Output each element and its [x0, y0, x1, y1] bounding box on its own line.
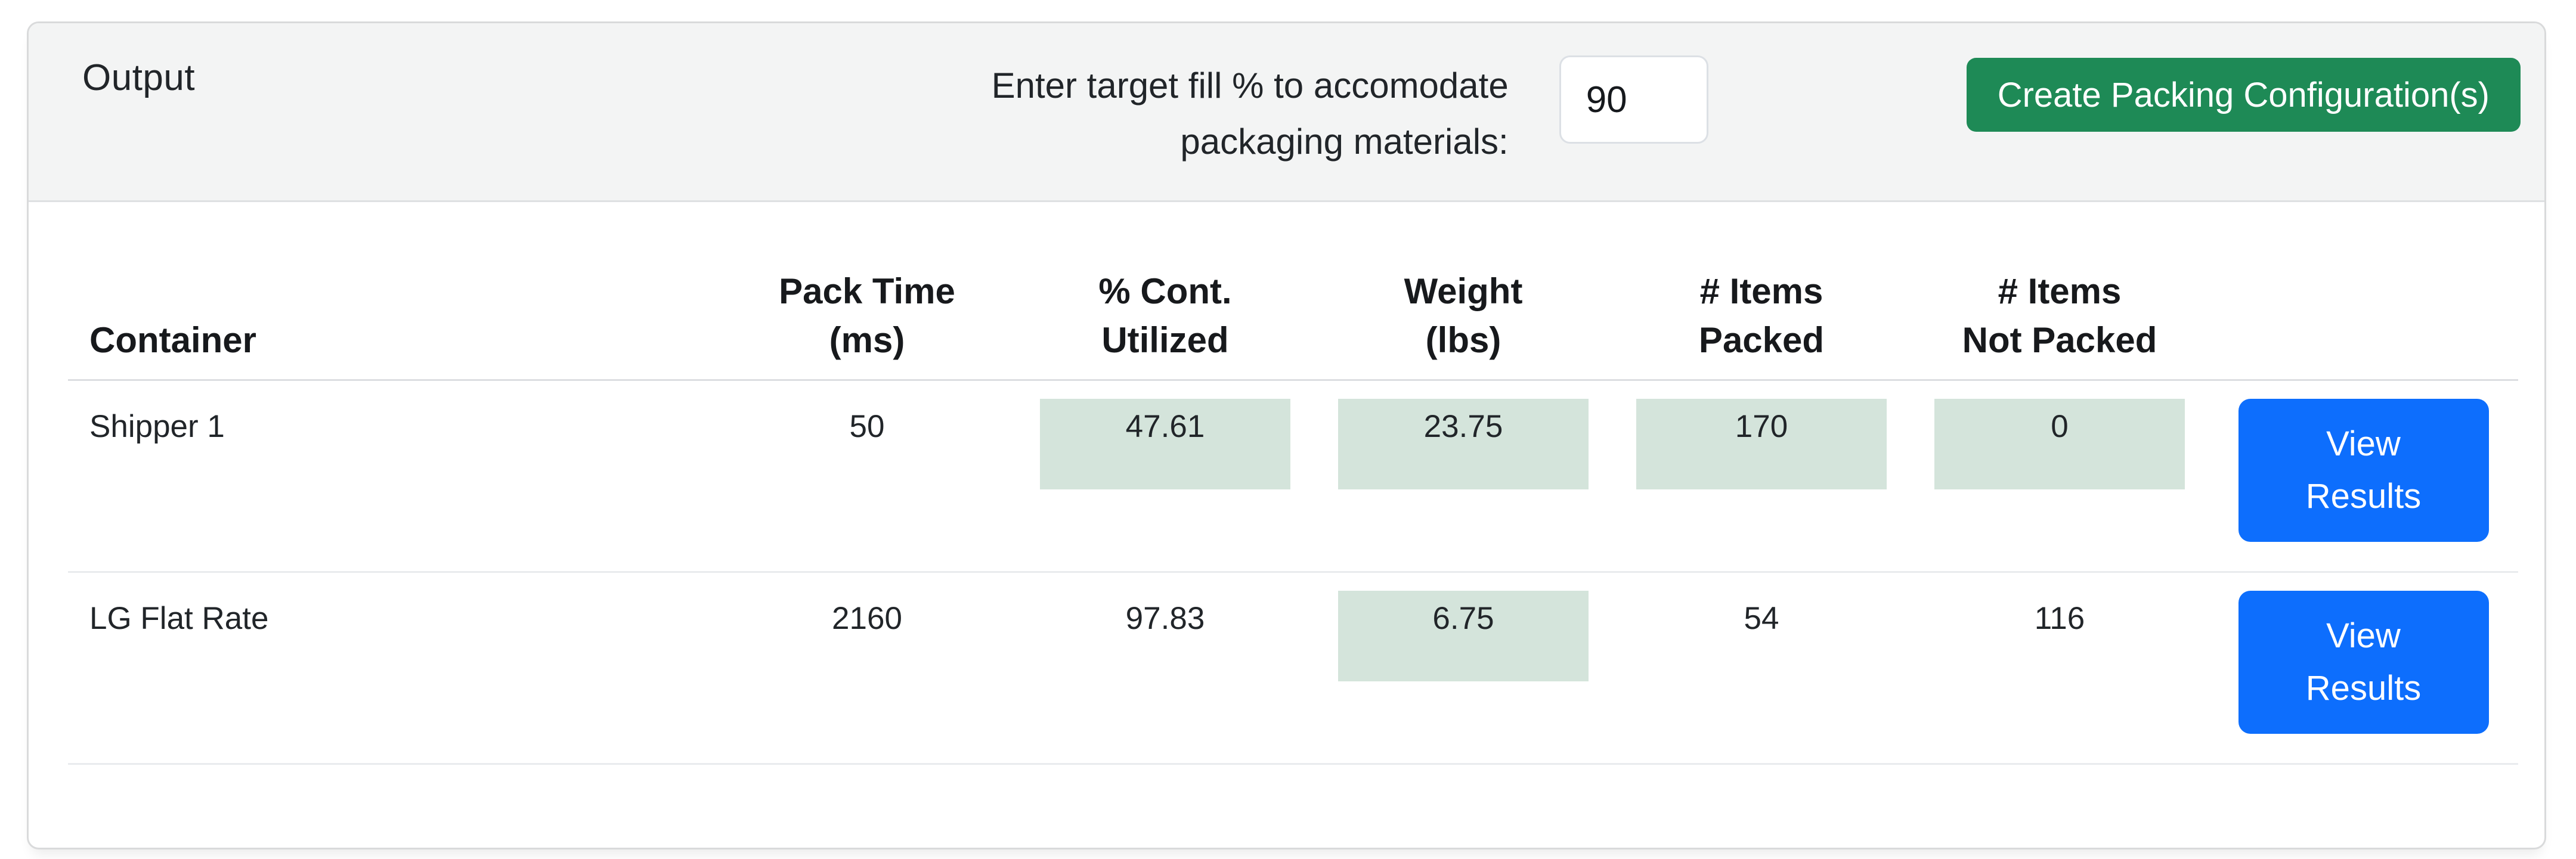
table-row: LG Flat Rate 2160 97.83 6.75 54 116 View… [68, 572, 2518, 765]
column-header-items-packed-line1: # Items [1699, 271, 1823, 311]
items-packed-cell: 54 [1612, 572, 1911, 765]
pack-time-cell: 50 [718, 380, 1016, 573]
target-fill-label-line1: Enter target fill % to accomodate [991, 66, 1509, 106]
output-card-header: Output Enter target fill % to accomodate… [29, 23, 2544, 202]
column-header-items-packed: # Items Packed [1612, 202, 1911, 381]
create-packing-configurations-button[interactable]: Create Packing Configuration(s) [1966, 58, 2521, 132]
view-results-button[interactable]: View Results [2238, 590, 2489, 734]
column-header-weight: Weight (lbs) [1314, 202, 1612, 381]
column-header-pct-utilized-line1: % Cont. [1098, 271, 1232, 311]
column-header-pct-utilized: % Cont. Utilized [1016, 202, 1314, 381]
highlighted-value: 23.75 [1338, 398, 1589, 489]
results-card-body: Container Pack Time (ms) % Cont. Utilize… [29, 202, 2544, 765]
column-header-pack-time-line2: (ms) [829, 320, 905, 360]
column-header-items-packed-line2: Packed [1698, 320, 1825, 360]
pct-utilized-cell: 97.83 [1016, 572, 1314, 765]
items-not-packed-cell: 0 [1911, 380, 2209, 573]
container-name-cell: Shipper 1 [68, 380, 718, 573]
pack-time-cell: 2160 [718, 572, 1016, 765]
weight-cell: 6.75 [1314, 572, 1612, 765]
page-title: Output [82, 57, 196, 98]
items-not-packed-cell: 116 [1911, 572, 2209, 765]
column-header-items-not-packed-line1: # Items [1998, 271, 2122, 311]
actions-cell: View Results [2209, 380, 2518, 573]
view-results-button[interactable]: View Results [2238, 398, 2489, 542]
column-header-items-not-packed-line2: Not Packed [1962, 320, 2157, 360]
column-header-weight-line2: (lbs) [1425, 320, 1501, 360]
weight-cell: 23.75 [1314, 380, 1612, 573]
actions-cell: View Results [2209, 572, 2518, 765]
column-header-pct-utilized-line2: Utilized [1101, 320, 1229, 360]
column-header-pack-time: Pack Time (ms) [718, 202, 1016, 381]
column-header-items-not-packed: # Items Not Packed [1911, 202, 2209, 381]
packing-results-table: Container Pack Time (ms) % Cont. Utilize… [68, 202, 2518, 765]
pct-utilized-cell: 47.61 [1016, 380, 1314, 573]
table-header-row: Container Pack Time (ms) % Cont. Utilize… [68, 202, 2518, 381]
column-header-container: Container [68, 202, 718, 381]
highlighted-value: 0 [1934, 398, 2185, 489]
target-fill-label: Enter target fill % to accomodate packag… [992, 58, 1509, 170]
target-fill-input[interactable] [1559, 55, 1708, 144]
column-header-weight-line1: Weight [1404, 271, 1523, 311]
highlighted-value: 6.75 [1338, 590, 1589, 681]
table-row: Shipper 1 50 47.61 23.75 170 0 [68, 380, 2518, 573]
highlighted-value: 47.61 [1040, 398, 1290, 489]
output-card: Output Enter target fill % to accomodate… [27, 21, 2546, 849]
column-header-actions [2209, 202, 2518, 381]
target-fill-label-line2: packaging materials: [1180, 122, 1509, 162]
container-name-cell: LG Flat Rate [68, 572, 718, 765]
column-header-pack-time-line1: Pack Time [779, 271, 955, 311]
items-packed-cell: 170 [1612, 380, 1911, 573]
highlighted-value: 170 [1636, 398, 1887, 489]
